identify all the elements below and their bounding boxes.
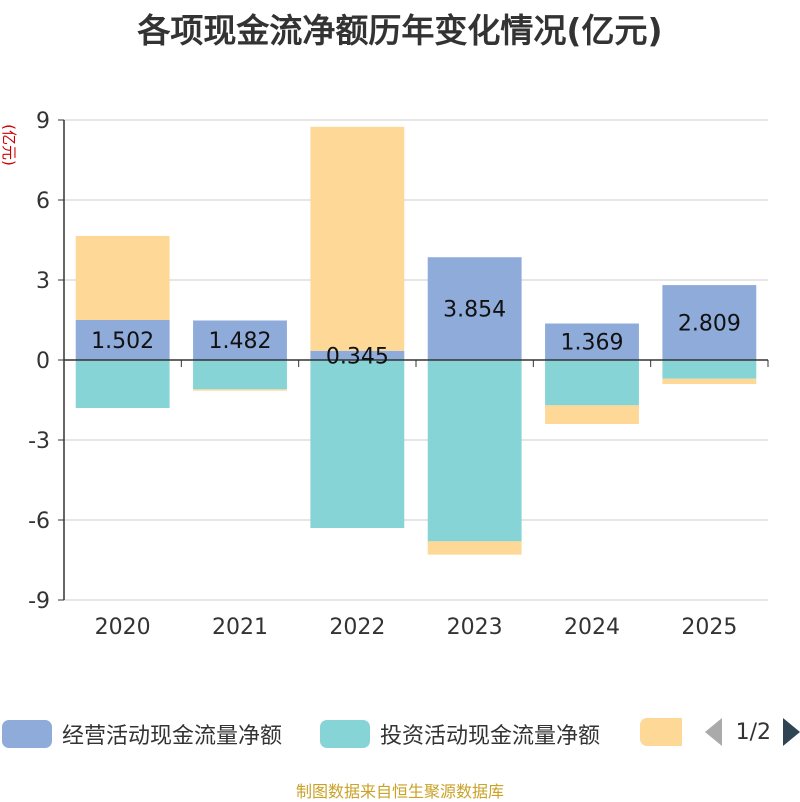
bar-series1-2020 (75, 360, 170, 408)
y-tick-label: 9 (36, 109, 50, 134)
legend-item-financing[interactable] (640, 718, 682, 746)
y-tick-label: -3 (28, 429, 50, 454)
data-label: 1.482 (209, 329, 272, 354)
bar-series0-2023 (427, 257, 522, 360)
data-label: 3.854 (443, 298, 506, 323)
legend-swatch-operating (2, 720, 52, 748)
bar-series2-2023 (427, 541, 522, 555)
legend-swatch-financing (640, 718, 682, 746)
grid (64, 119, 768, 601)
bar-series1-2023 (427, 360, 522, 542)
data-label: 2.809 (678, 312, 741, 337)
y-axis-unit-label: (亿元) (0, 124, 18, 166)
pager-prev-icon[interactable] (704, 718, 722, 746)
bar-series0-2020 (75, 319, 170, 360)
source-note: 制图数据来自恒生聚源数据库 (295, 782, 504, 801)
legend-label-investing: 投资活动现金流量净额 (380, 724, 601, 749)
data-label: 0.345 (326, 344, 389, 369)
y-tick-label: 0 (36, 349, 50, 374)
bar-series2-2021 (193, 389, 287, 391)
bars (75, 126, 757, 555)
x-tick-label: 2021 (212, 615, 268, 640)
legend-label-operating: 经营活动现金流量净额 (62, 724, 283, 749)
x-tick-label: 2020 (95, 615, 151, 640)
chart-title: 各项现金流净额历年变化情况(亿元) (137, 11, 663, 50)
legend-swatch-investing (320, 720, 370, 748)
x-tick-label: 2024 (564, 615, 620, 640)
bar-series0-2021 (193, 320, 287, 360)
data-label: 1.502 (91, 329, 154, 354)
bar-series2-2020 (75, 235, 170, 320)
y-tick-label: -9 (28, 589, 50, 614)
bar-series0-2025 (662, 285, 757, 360)
bar-series1-2024 (545, 360, 639, 406)
y-tick-label: 3 (36, 269, 50, 294)
x-tick-label: 2025 (681, 615, 737, 640)
x-tick-label: 2023 (447, 615, 503, 640)
y-tick-label: -6 (28, 509, 50, 534)
chart: 9 6 3 0 -3 -6 -9 2020 2021 2022 2023 2024 2025 1.502… (0, 109, 769, 640)
legend: 经营活动现金流量净额 投资活动现金流量净额 1/2 (0, 712, 800, 756)
legend-item-investing[interactable]: 投资活动现金流量净额 (320, 718, 600, 750)
pager-next-icon[interactable] (783, 718, 800, 746)
bar-series2-2024 (545, 405, 639, 424)
legend-pager: 1/2 (704, 718, 800, 746)
bar-series1-2022 (310, 360, 405, 528)
x-tick-label: 2022 (329, 615, 385, 640)
data-label: 1.369 (561, 331, 624, 356)
bar-series2-2022 (310, 126, 405, 351)
bar-series0-2022 (310, 350, 405, 360)
bar-series1-2021 (193, 360, 287, 390)
bar-series0-2024 (545, 323, 639, 360)
legend-item-operating[interactable]: 经营活动现金流量净额 (2, 718, 282, 750)
pager-page-text: 1/2 (735, 719, 771, 745)
labels: 1.502 1.482 0.345 3.854 1.369 2.809 (91, 298, 741, 370)
bar-series2-2025 (662, 378, 757, 384)
axes: 9 6 3 0 -3 -6 -9 2020 2021 2022 2023 2024 2025 (28, 109, 769, 640)
y-tick-label: 6 (36, 189, 50, 214)
bar-series1-2025 (662, 360, 757, 379)
